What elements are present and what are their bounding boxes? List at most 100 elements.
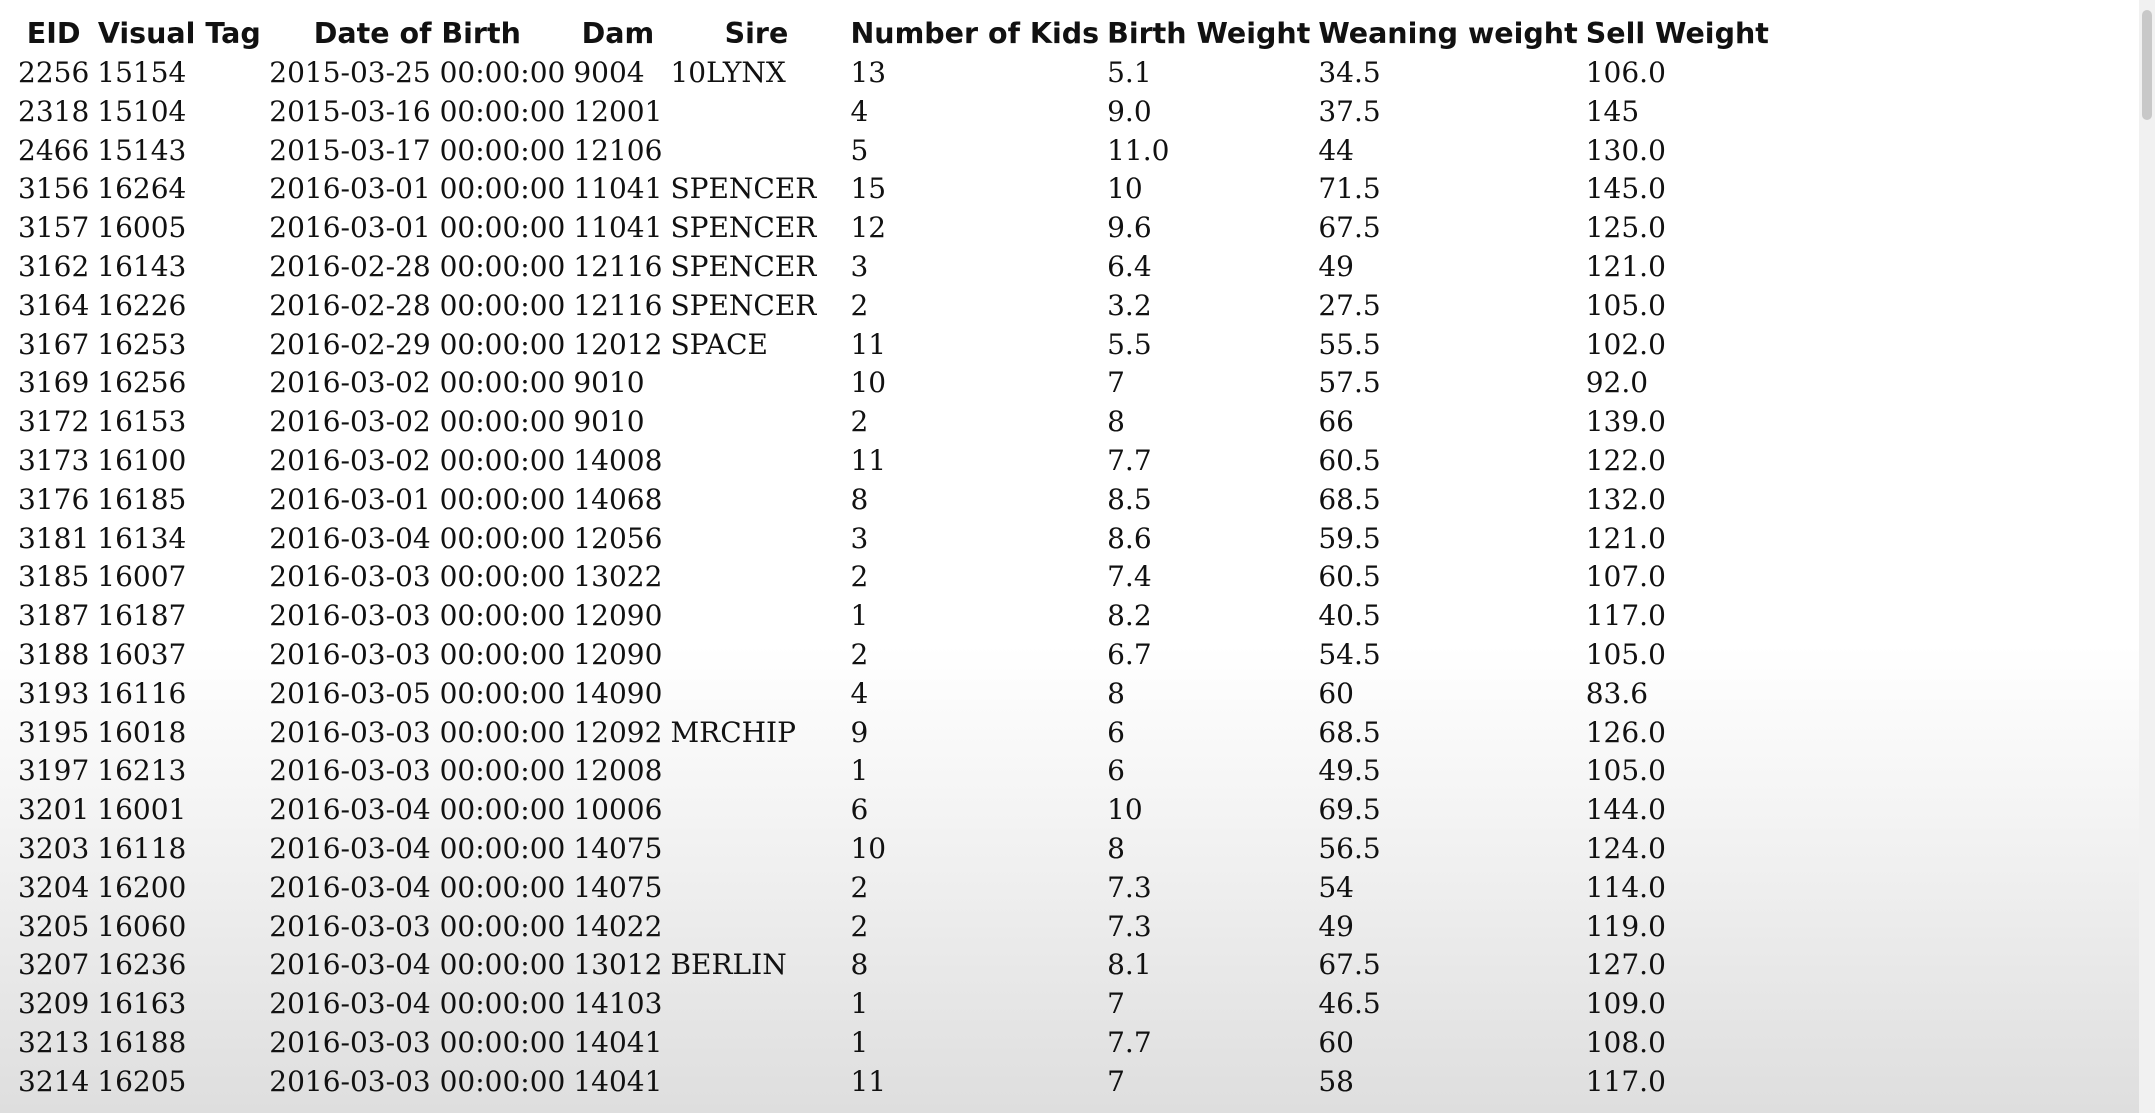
- cell-number-of-kids: 1: [850, 754, 869, 788]
- cell-sire: [666, 597, 846, 636]
- cell-birth-weight: 9.0: [1107, 94, 1152, 128]
- cell-birth-weight: 8.1: [1107, 948, 1152, 982]
- cell-birth-weight: 7: [1107, 987, 1125, 1021]
- cell-visual-tag: 16163: [97, 987, 187, 1021]
- cell-date-of-birth: 2016-03-03 00:00:00: [269, 715, 566, 749]
- cell-eid: 3197: [18, 754, 90, 788]
- cell-sell-weight: 145: [1585, 94, 1640, 128]
- cell-eid: 3173: [18, 443, 90, 477]
- cell-dam: 14022: [573, 909, 663, 943]
- cell-date-of-birth: 2016-03-03 00:00:00: [269, 1064, 566, 1098]
- cell-birth-weight: 7: [1107, 366, 1125, 400]
- cell-date-of-birth: 2015-03-17 00:00:00: [269, 133, 566, 167]
- cell-date-of-birth: 2016-03-02 00:00:00: [269, 443, 566, 477]
- cell-dam: 14041: [573, 1025, 663, 1059]
- cell-sell-weight: 102.0: [1585, 327, 1666, 361]
- cell-date-of-birth: 2016-03-03 00:00:00: [269, 909, 566, 943]
- cell-birth-weight: 7.4: [1107, 560, 1152, 594]
- cell-eid: 3187: [18, 599, 90, 633]
- cell-eid: 3203: [18, 831, 90, 865]
- cell-visual-tag: 16116: [97, 676, 187, 710]
- cell-weaning-weight: 54: [1318, 870, 1354, 904]
- cell-weaning-weight: 46.5: [1318, 987, 1381, 1021]
- table-row: 3204 16200 2016-03-04 00:00:00 14075 2 7.3 54 1…: [14, 869, 1773, 908]
- table-row: 2318 15104 2015-03-16 00:00:00 12001 4 9.0 37.…: [14, 93, 1773, 132]
- cell-visual-tag: 16185: [97, 482, 187, 516]
- cell-birth-weight: 6.7: [1107, 637, 1152, 671]
- cell-dam: 12008: [573, 754, 663, 788]
- cell-date-of-birth: 2016-02-28 00:00:00: [269, 288, 566, 322]
- cell-dam: 9010: [573, 366, 645, 400]
- cell-number-of-kids: 3: [850, 521, 869, 555]
- cell-eid: 3207: [18, 948, 90, 982]
- cell-sire: [666, 908, 846, 947]
- cell-birth-weight: 8: [1107, 405, 1125, 439]
- cell-eid: 3185: [18, 560, 90, 594]
- table-row: 3209 16163 2016-03-04 00:00:00 14103 1 7 46.5 1…: [14, 985, 1773, 1024]
- cell-sell-weight: 105.0: [1585, 288, 1666, 322]
- cell-eid: 2256: [18, 56, 90, 89]
- cell-visual-tag: 16226: [97, 288, 187, 322]
- cell-dam: 12116: [573, 249, 663, 283]
- cell-number-of-kids: 2: [850, 405, 869, 439]
- cell-sire: [666, 481, 846, 520]
- cell-eid: 2466: [18, 133, 90, 167]
- cell-sire: MRCHIP: [670, 715, 796, 749]
- cell-birth-weight: 8: [1107, 676, 1125, 710]
- cell-eid: 3169: [18, 366, 90, 400]
- cell-visual-tag: 16001: [97, 793, 187, 827]
- cell-birth-weight: 7.3: [1107, 870, 1152, 904]
- cell-visual-tag: 15143: [97, 133, 187, 167]
- column-header-sire: Sire: [724, 16, 789, 50]
- cell-weaning-weight: 40.5: [1318, 599, 1381, 633]
- column-header-birth-weight: Birth Weight: [1107, 16, 1311, 50]
- cell-eid: 3214: [18, 1064, 90, 1098]
- cell-birth-weight: 8.6: [1107, 521, 1152, 555]
- scrollbar-thumb[interactable]: [2142, 10, 2152, 120]
- cell-sire: [666, 1063, 846, 1102]
- cell-visual-tag: 16018: [97, 715, 187, 749]
- cell-dam: 13012: [573, 948, 663, 982]
- cell-dam: 12090: [573, 637, 663, 671]
- cell-sire: BERLIN: [670, 948, 787, 982]
- cell-visual-tag: 16037: [97, 637, 187, 671]
- cell-weaning-weight: 56.5: [1318, 831, 1381, 865]
- cell-sire: SPENCER: [670, 288, 817, 322]
- cell-sire: [666, 791, 846, 830]
- cell-dam: 11041: [573, 172, 663, 206]
- cell-date-of-birth: 2016-03-03 00:00:00: [269, 637, 566, 671]
- column-header-visual-tag: Visual Tag: [97, 16, 261, 50]
- cell-eid: 3201: [18, 793, 90, 827]
- cell-weaning-weight: 60: [1318, 1025, 1354, 1059]
- cell-eid: 3209: [18, 987, 90, 1021]
- cell-date-of-birth: 2016-03-04 00:00:00: [269, 831, 566, 865]
- column-header-sell-weight: Sell Weight: [1585, 16, 1769, 50]
- cell-number-of-kids: 3: [850, 249, 869, 283]
- cell-date-of-birth: 2016-03-03 00:00:00: [269, 599, 566, 633]
- cell-dam: 14075: [573, 831, 663, 865]
- vertical-scrollbar[interactable]: [2139, 0, 2155, 1113]
- cell-weaning-weight: 60.5: [1318, 560, 1381, 594]
- cell-visual-tag: 16153: [97, 405, 187, 439]
- cell-visual-tag: 16187: [97, 599, 187, 633]
- cell-weaning-weight: 37.5: [1318, 94, 1381, 128]
- cell-number-of-kids: 2: [850, 288, 869, 322]
- cell-weaning-weight: 49: [1318, 909, 1354, 943]
- cell-sell-weight: 127.0: [1585, 948, 1666, 982]
- cell-visual-tag: 16205: [97, 1064, 187, 1098]
- cell-sell-weight: 145.0: [1585, 172, 1666, 206]
- header-row: EID Visual Tag Date of Birth Dam Sire Number …: [14, 14, 1773, 54]
- cell-sire: [666, 520, 846, 559]
- column-header-eid: EID: [26, 16, 81, 50]
- cell-dam: 14008: [573, 443, 663, 477]
- cell-sell-weight: 119.0: [1585, 909, 1666, 943]
- data-table: EID Visual Tag Date of Birth Dam Sire Number …: [14, 14, 1773, 1102]
- cell-birth-weight: 10: [1107, 172, 1143, 206]
- table-row: 3185 16007 2016-03-03 00:00:00 13022 2 7.4 60.…: [14, 558, 1773, 597]
- table-row: 2256 15154 2015-03-25 00:00:00 9004 10LYNX 13…: [14, 54, 1773, 93]
- cell-visual-tag: 15154: [97, 56, 187, 89]
- table-row: 3172 16153 2016-03-02 00:00:00 9010 2 8 66 139.…: [14, 403, 1773, 442]
- cell-visual-tag: 16236: [97, 948, 187, 982]
- table-body: 2256 15154 2015-03-25 00:00:00 9004 10LYNX 13…: [14, 54, 1773, 1102]
- cell-sell-weight: 125.0: [1585, 211, 1666, 245]
